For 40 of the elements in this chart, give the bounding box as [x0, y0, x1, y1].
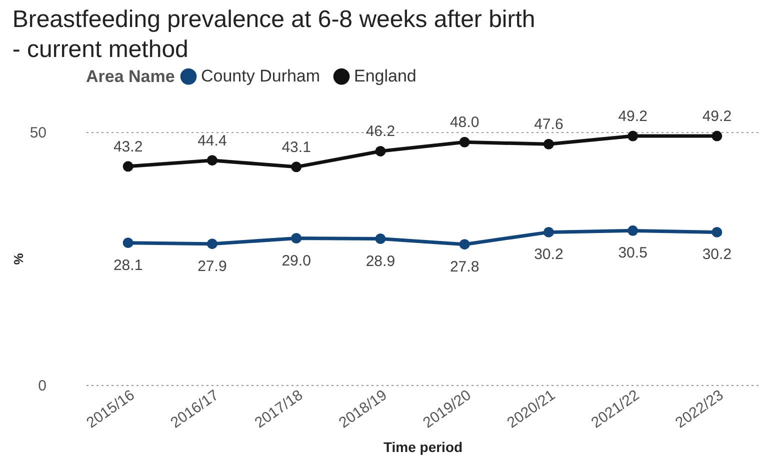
legend-title: Area Name — [86, 67, 175, 86]
data-label: 30.2 — [702, 246, 732, 264]
chart-title: Breastfeeding prevalence at 6-8 weeks after birth - current method — [12, 6, 536, 63]
point — [291, 162, 302, 172]
data-label: 49.2 — [618, 108, 648, 126]
data-label: 30.2 — [534, 246, 564, 264]
data-label: 48.0 — [450, 114, 480, 132]
point — [459, 136, 470, 148]
point — [628, 225, 638, 236]
point — [543, 138, 554, 150]
point — [712, 130, 722, 142]
x-axis-title: Time period — [383, 438, 463, 455]
data-label: 43.1 — [282, 138, 311, 156]
y-axis-title: % — [10, 252, 26, 265]
data-label: 49.2 — [702, 108, 732, 126]
point — [206, 155, 218, 166]
data-label: 29.0 — [282, 252, 311, 270]
point — [712, 226, 722, 238]
y-tick-label: 0 — [38, 378, 46, 394]
data-label: 28.1 — [113, 256, 143, 274]
y-tick-label: 50 — [30, 124, 46, 142]
point — [206, 238, 218, 250]
legend-label: England — [354, 66, 416, 86]
data-label: 28.9 — [366, 252, 396, 270]
point — [122, 161, 134, 172]
data-label: 27.8 — [450, 258, 480, 276]
point — [122, 238, 134, 248]
data-label: 47.6 — [534, 116, 564, 134]
point — [375, 234, 386, 244]
point — [291, 233, 302, 244]
point — [543, 226, 554, 238]
data-label: 44.4 — [198, 132, 227, 150]
point — [375, 146, 386, 156]
point — [459, 239, 470, 250]
data-label: 43.2 — [113, 138, 143, 156]
data-label: 27.9 — [198, 258, 227, 275]
point — [628, 130, 638, 142]
data-label: 46.2 — [366, 123, 396, 140]
data-label: 30.5 — [618, 244, 648, 262]
legend-label: County Durham — [201, 66, 320, 86]
